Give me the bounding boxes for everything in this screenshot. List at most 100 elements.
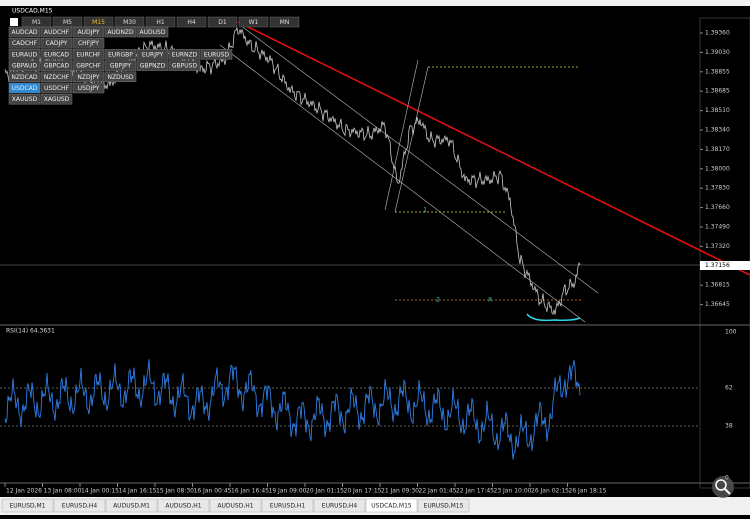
symbol-button[interactable] — [72, 82, 105, 94]
time-label: 16 Jan 00:45 — [194, 488, 232, 495]
symbol-label: CADCHF — [12, 40, 38, 47]
timeframe-button[interactable] — [238, 16, 269, 28]
symbol-button[interactable] — [40, 26, 73, 38]
symbol-button[interactable] — [200, 49, 233, 60]
chart-tab[interactable] — [209, 498, 262, 513]
symbol-label: GBPCAD — [44, 63, 70, 70]
chart-tab-label: EURUSD,M1 — [9, 503, 45, 510]
time-label: 22 Jan 01:45 — [419, 488, 457, 495]
symbol-button[interactable] — [136, 49, 169, 60]
symbol-label: NZDJPY — [77, 74, 99, 81]
handwritten-note: 2 — [436, 297, 440, 304]
symbol-button[interactable] — [136, 60, 169, 71]
timeframe-button[interactable] — [269, 16, 300, 28]
symbol-button[interactable] — [168, 49, 201, 60]
symbol-label: AUDNZD — [107, 29, 134, 36]
symbol-button[interactable] — [72, 60, 105, 71]
symbol-button[interactable] — [104, 26, 137, 38]
symbol-button[interactable] — [72, 71, 105, 83]
timeframe-label: M5 — [63, 19, 72, 26]
chart-tab[interactable] — [157, 498, 210, 513]
chart-tab-label: EURUSD,H4 — [322, 503, 358, 510]
chart-tab[interactable] — [1, 498, 54, 513]
symbol-button[interactable] — [40, 71, 73, 83]
current-price-box — [700, 261, 750, 270]
symbol-button[interactable] — [40, 37, 73, 49]
symbol-label: EURNZD — [172, 51, 198, 58]
symbol-button[interactable] — [40, 60, 73, 71]
symbol-button[interactable] — [8, 37, 41, 49]
symbol-label: NZDCAD — [11, 74, 38, 81]
price-label: 1.39360 — [705, 30, 730, 37]
symbol-button[interactable] — [40, 93, 73, 105]
symbol-label: NZDCHF — [44, 74, 70, 81]
symbol-label: GBPUSD — [172, 63, 198, 70]
symbol-button[interactable] — [8, 71, 41, 83]
channel-line — [219, 44, 586, 323]
symbol-label: AUDJPY — [77, 29, 99, 36]
price-label: 1.38340 — [705, 127, 730, 134]
trend-line — [237, 21, 750, 276]
timeframe-label: MN — [280, 19, 290, 26]
rsi-label: 38 — [725, 423, 733, 430]
symbol-button[interactable] — [72, 49, 105, 60]
symbol-label: AUDCAD — [11, 29, 37, 36]
symbol-label: AUDCHF — [44, 29, 70, 36]
timeframe-button[interactable] — [176, 16, 207, 28]
symbol-button[interactable] — [8, 93, 41, 105]
timeframe-button[interactable] — [207, 16, 238, 28]
time-label: 14 Jan 00:15 — [81, 488, 119, 495]
symbol-label: EURJPY — [142, 51, 164, 58]
time-label: 16 Jan 16:45 — [231, 488, 269, 495]
time-label: 22 Jan 17:45 — [456, 488, 494, 495]
price-label: 1.39030 — [705, 49, 730, 56]
time-label: 15 Jan 08:30 — [156, 488, 194, 495]
symbol-button[interactable] — [8, 60, 41, 71]
symbol-label: EURAUD — [12, 51, 38, 58]
time-label: 21 Jan 09:30 — [381, 488, 419, 495]
symbol-label: EURUSD — [204, 51, 230, 58]
symbol-label: AUDUSD — [140, 29, 166, 36]
chart-tab-label: AUDUSD,H1 — [217, 503, 253, 510]
symbol-button[interactable] — [8, 26, 41, 38]
time-label: 12 Jan 2026 — [6, 488, 42, 495]
price-label: 1.36645 — [705, 301, 730, 308]
chart-tab-label: AUDUSD,H1 — [165, 503, 201, 510]
chart-menu-button[interactable] — [10, 18, 18, 26]
chart-tab[interactable] — [365, 498, 418, 513]
symbol-button[interactable] — [104, 60, 137, 71]
symbol-button[interactable] — [104, 49, 137, 60]
symbol-button[interactable] — [40, 49, 73, 60]
symbol-button[interactable] — [8, 49, 41, 60]
symbol-button[interactable] — [40, 82, 73, 94]
chart-tab[interactable] — [53, 498, 106, 513]
symbol-button[interactable] — [72, 26, 105, 38]
current-price-label: 1.37156 — [705, 262, 730, 269]
price-label: 1.37490 — [705, 224, 730, 231]
price-label: 1.36815 — [705, 282, 730, 289]
handwritten-note: X — [488, 297, 492, 304]
price-label: 1.38000 — [705, 165, 730, 172]
symbol-label: GBPAUD — [12, 63, 37, 70]
rsi-curve — [4, 359, 581, 460]
symbol-button[interactable] — [136, 26, 169, 38]
timeframe-label: H4 — [187, 19, 196, 26]
symbol-button[interactable] — [104, 71, 137, 83]
zoom-button[interactable] — [712, 476, 734, 498]
symbol-button[interactable] — [168, 60, 201, 71]
channel-line — [394, 66, 429, 213]
zoom-icon — [715, 479, 727, 491]
symbol-button[interactable] — [8, 82, 41, 94]
time-label: 20 Jan 01:15 — [306, 488, 344, 495]
time-label: 14 Jan 16:15 — [119, 488, 157, 495]
chart-tab[interactable] — [313, 498, 366, 513]
symbol-button[interactable] — [72, 37, 105, 49]
symbol-label: EURCHF — [76, 51, 101, 58]
chart-tab[interactable] — [417, 498, 470, 513]
symbol-label: USDJPY — [78, 85, 100, 92]
chart-tab[interactable] — [105, 498, 158, 513]
symbol-label: XAGUSD — [44, 96, 70, 103]
chart-tab[interactable] — [261, 498, 314, 513]
